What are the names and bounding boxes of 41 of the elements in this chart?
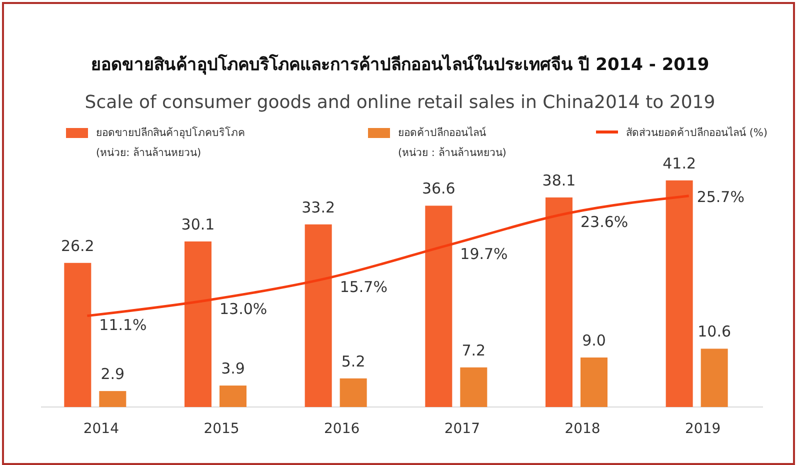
bar (99, 391, 126, 407)
data-label: 7.2 (462, 341, 486, 360)
bar (460, 367, 488, 407)
data-label: 23.6% (580, 213, 628, 232)
data-label: 11.1% (99, 316, 147, 334)
bar (666, 180, 693, 407)
data-label: 36.6 (422, 180, 456, 198)
data-label: 15.7% (340, 278, 388, 296)
bar (340, 378, 367, 407)
chart-subtitle: Scale of consumer goods and online retail sales in China2014 to 2019 (84, 92, 716, 113)
data-label: 2.9 (100, 365, 125, 384)
x-tick-label: 2017 (444, 420, 480, 437)
x-tick-label: 2019 (685, 420, 721, 437)
data-label: 13.0% (220, 300, 268, 318)
legend-label: ยอดขายปลีกสินค้าอุปโภคบริโภค (หน่วย: ล้านล้านหยวน) (96, 126, 245, 159)
x-tick-label: 2016 (324, 420, 360, 437)
bar (304, 224, 332, 407)
data-label: 9.0 (582, 332, 606, 350)
bar (184, 241, 212, 407)
x-tick-label: 2018 (564, 420, 600, 437)
data-label: 33.2 (302, 198, 336, 216)
data-label: 26.2 (60, 236, 94, 255)
legend-label: สัดส่วนยอดค้าปลีกออนไลน์ (%) (626, 126, 768, 139)
bar (546, 197, 572, 407)
data-label: 19.7% (460, 245, 508, 264)
data-label: 38.1 (542, 171, 576, 190)
bar (64, 262, 92, 407)
data-label: 5.2 (341, 352, 366, 370)
bar (700, 348, 728, 407)
legend-label: ยอดค้าปลีกออนไลน์ (หน่วย : ล้านล้านหยวน) (398, 126, 506, 159)
data-label: 25.7% (696, 188, 744, 206)
x-tick-label: 2014 (83, 420, 120, 437)
data-label: 10.6 (698, 322, 732, 341)
data-label: 30.1 (181, 215, 215, 234)
bar (580, 358, 608, 407)
data-label: 3.9 (221, 360, 245, 378)
bar (220, 386, 246, 407)
chart-title: ยอดขายสินค้าอุปโภคบริโภคและการค้าปลีกออนไลน์ในประเทศจีน ปี 2014 - 2019 (90, 54, 710, 75)
data-label: 41.2 (662, 154, 696, 172)
bar (425, 206, 452, 407)
x-tick-label: 2015 (204, 420, 240, 437)
